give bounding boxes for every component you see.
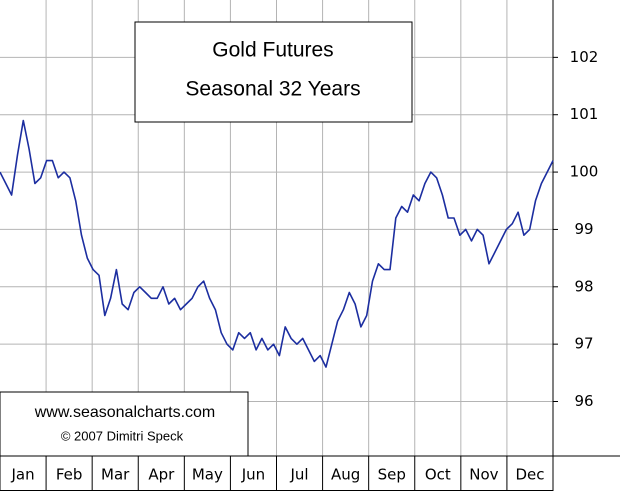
y-tick-label: 100 [570,163,599,181]
series-line [0,119,554,368]
x-tick-label: Oct [425,466,451,484]
x-tick-label: Mar [101,466,130,484]
x-tick-label: Sep [378,466,406,484]
x-tick-label: Feb [56,466,83,484]
chart-title: Gold Futures [212,39,333,62]
title-box [134,21,413,123]
x-tick-label: May [192,466,223,484]
x-tick-label: Jun [241,466,265,484]
x-tick-label: Dec [515,466,544,484]
x-tick-label: Nov [469,466,498,484]
y-tick-label: 96 [574,392,593,410]
credit-author: © 2007 Dimitri Speck [61,428,184,443]
chart-subtitle: Seasonal 32 Years [185,78,360,101]
credit-url: www.seasonalcharts.com [34,404,216,421]
y-tick-label: 101 [570,105,599,123]
y-tick-label: 97 [574,335,593,353]
x-tick-label: Jul [289,466,308,484]
x-tick-label: Aug [331,466,360,484]
y-tick-label: 99 [574,220,593,238]
y-tick-label: 98 [574,277,593,295]
credit-box [0,391,249,457]
x-tick-label: Jan [10,466,34,484]
y-tick-label: 102 [570,48,599,66]
x-tick-label: Apr [148,466,175,484]
